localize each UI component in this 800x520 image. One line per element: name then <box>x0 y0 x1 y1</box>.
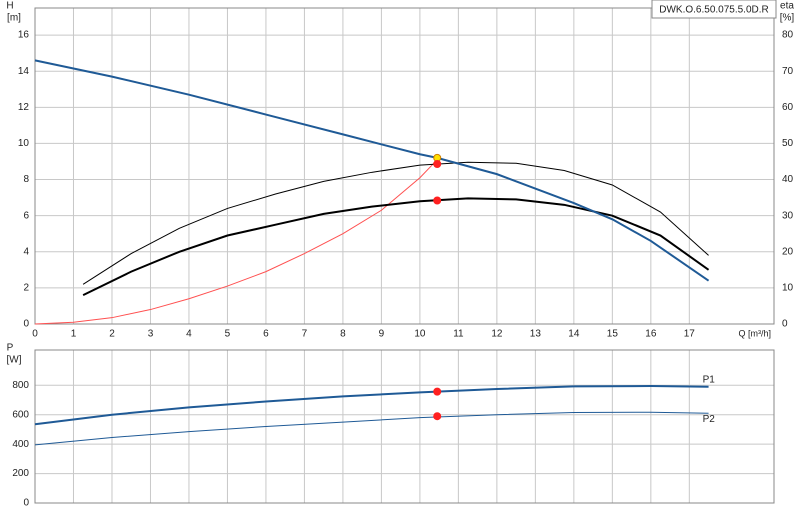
y-tick-label: 8 <box>23 174 29 185</box>
x-tick-label: 3 <box>148 329 154 340</box>
x-tick-label: 5 <box>225 329 231 340</box>
y-tick-label: 0 <box>23 498 29 509</box>
operating-point <box>433 196 442 205</box>
y2-axis-unit: [%] <box>780 13 795 24</box>
curve <box>34 411 709 446</box>
y2-axis-label: eta <box>780 1 794 12</box>
y2-tick-label: 0 <box>782 319 788 330</box>
y-axis-unit: [W] <box>7 355 22 366</box>
curve <box>34 59 710 282</box>
y-axis-label: H <box>6 1 13 12</box>
curve <box>82 161 709 285</box>
chart-title: DWK.O.6.50.075.5.0D.R <box>659 5 769 16</box>
y2-tick-label: 40 <box>782 174 794 185</box>
y-tick-label: 6 <box>23 210 29 221</box>
plot-frame <box>34 349 775 504</box>
y2-tick-label: 60 <box>782 102 794 113</box>
y-axis-unit: [m] <box>7 13 21 24</box>
y2-tick-label: 50 <box>782 138 794 149</box>
y-tick-label: 600 <box>12 409 29 420</box>
y-tick-label: 4 <box>23 246 29 257</box>
x-tick-label: 6 <box>263 329 269 340</box>
y2-tick-label: 30 <box>782 210 794 221</box>
operating-point <box>433 412 442 421</box>
x-tick-label: 4 <box>186 329 192 340</box>
x-tick-label: 2 <box>109 329 115 340</box>
y-tick-label: 12 <box>18 102 30 113</box>
operating-point <box>433 387 442 396</box>
y-tick-label: 200 <box>12 468 29 479</box>
plot-frame <box>34 7 775 325</box>
x-tick-label: 17 <box>684 329 696 340</box>
x-axis-label: Q [m³/h] <box>738 328 771 338</box>
y2-tick-label: 20 <box>782 246 794 257</box>
x-tick-label: 13 <box>530 329 542 340</box>
y-tick-label: 10 <box>18 138 30 149</box>
series-label: P1 <box>703 374 716 385</box>
y2-tick-label: 10 <box>782 283 794 294</box>
y-axis-label: P <box>7 343 14 354</box>
title-box <box>651 0 777 19</box>
x-tick-label: 11 <box>453 329 464 340</box>
y-tick-label: 800 <box>12 380 29 391</box>
y-tick-label: 14 <box>18 66 30 77</box>
y-tick-label: 400 <box>12 439 29 450</box>
x-tick-label: 15 <box>607 329 619 340</box>
x-tick-label: 8 <box>340 329 346 340</box>
operating-point <box>433 160 442 169</box>
x-tick-label: 0 <box>32 329 38 340</box>
series-label: P2 <box>703 414 716 425</box>
curve <box>82 197 710 297</box>
x-tick-label: 16 <box>645 329 657 340</box>
x-tick-label: 10 <box>414 329 426 340</box>
y-tick-label: 0 <box>23 319 29 330</box>
x-tick-label: 1 <box>71 329 77 340</box>
y2-tick-label: 70 <box>782 66 794 77</box>
y-tick-label: 2 <box>23 283 29 294</box>
y-tick-label: 16 <box>18 30 30 41</box>
x-tick-label: 7 <box>302 329 308 340</box>
curve <box>34 159 438 325</box>
y2-tick-label: 80 <box>782 30 794 41</box>
x-tick-label: 12 <box>491 329 503 340</box>
x-tick-label: 9 <box>379 329 385 340</box>
x-tick-label: 14 <box>568 329 580 340</box>
curve <box>34 385 709 426</box>
